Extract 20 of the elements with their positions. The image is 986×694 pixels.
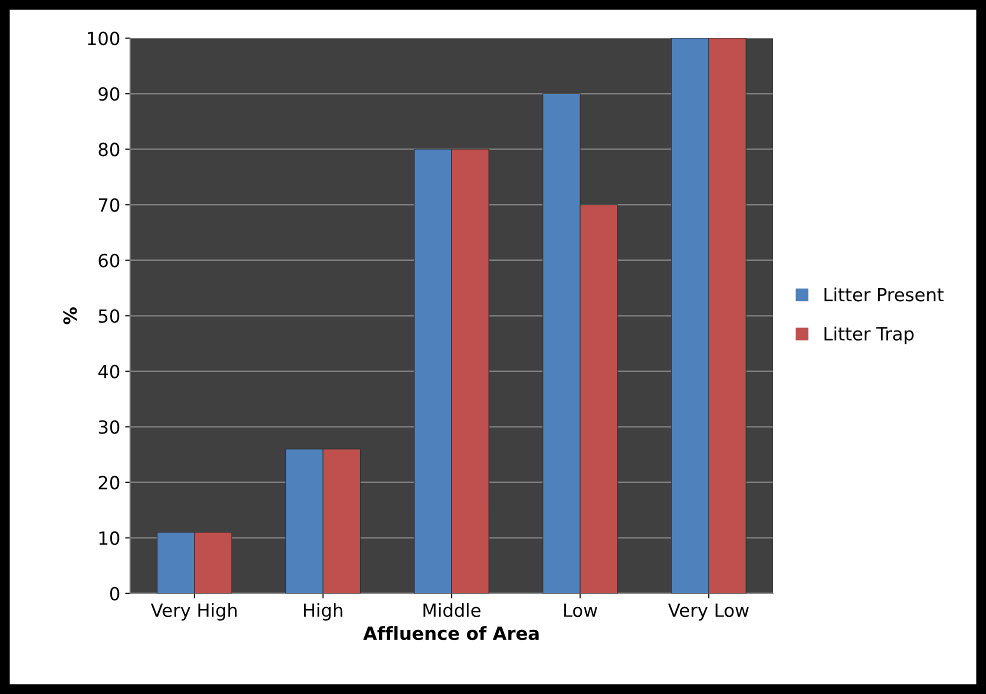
y-tick-label: 50: [98, 309, 120, 323]
x-tick-label: Very Low: [668, 604, 749, 621]
x-tick-label: Middle: [424, 603, 480, 618]
legend-label: Litter Present: [824, 287, 944, 302]
y-axis-title: %: [63, 307, 77, 324]
x-tick-label: Low: [564, 604, 598, 618]
x-tick-label: High: [304, 603, 342, 621]
y-tick-label: 60: [98, 254, 120, 268]
x-axis-title: Affluence of Area: [363, 626, 539, 640]
x-tick-label: Very High: [150, 603, 237, 621]
y-tick-label: 80: [98, 142, 120, 156]
y-tick-label: 20: [98, 476, 120, 490]
y-tick-label: 100: [88, 32, 120, 46]
y-tick-label: 90: [98, 87, 120, 101]
legend-label: Litter Trap: [824, 326, 914, 344]
y-tick-label: 70: [98, 198, 120, 212]
y-tick-label: 0: [110, 586, 120, 600]
y-tick-label: 10: [99, 531, 120, 545]
y-tick-label: 40: [98, 364, 120, 378]
y-tick-label: 30: [98, 420, 120, 434]
